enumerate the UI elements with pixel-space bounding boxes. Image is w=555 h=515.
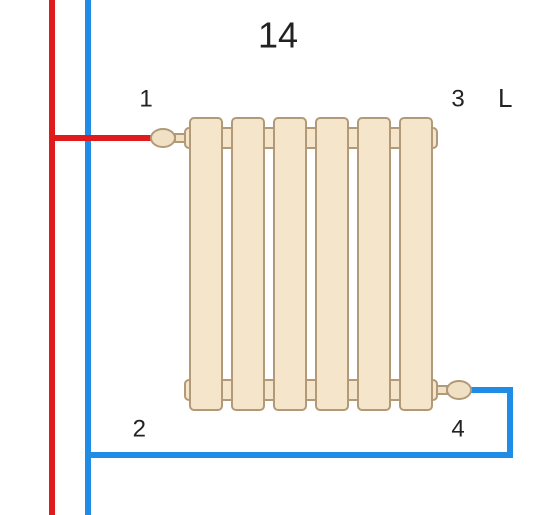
radiator-column [358, 118, 390, 410]
radiator-column [232, 118, 264, 410]
radiator-connection-diagram: 14 1 2 3 4 L [0, 0, 555, 515]
label-corner2: 2 [133, 415, 146, 442]
radiator-column [316, 118, 348, 410]
label-corner4: 4 [451, 415, 464, 442]
radiator-column [274, 118, 306, 410]
label-corner3: 3 [451, 85, 464, 112]
label-corner1: 1 [139, 85, 152, 112]
label-title: 14 [258, 15, 298, 56]
label-side: L [498, 83, 512, 113]
radiator-column [190, 118, 222, 410]
radiator-column [400, 118, 432, 410]
